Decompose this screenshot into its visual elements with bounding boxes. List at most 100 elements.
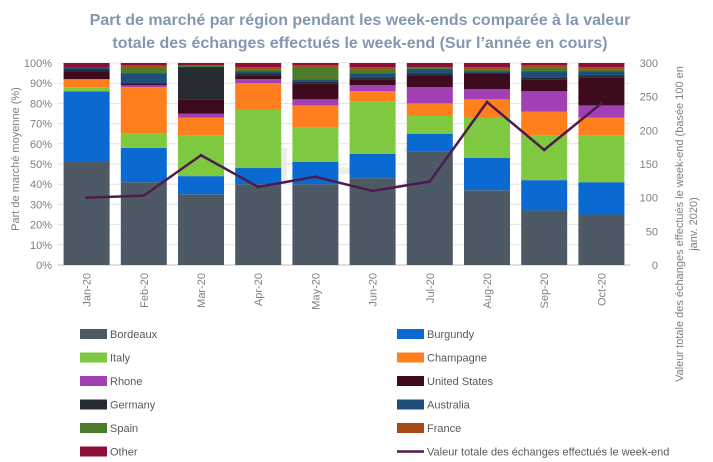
bar-spain bbox=[349, 69, 396, 74]
bar-france bbox=[578, 67, 625, 70]
bar-united-states bbox=[63, 71, 110, 80]
bar-bordeaux bbox=[178, 194, 224, 265]
bar-rhone bbox=[521, 91, 568, 112]
y-tick-label: 40% bbox=[30, 179, 52, 191]
bar-germany bbox=[63, 69, 110, 72]
y-tick-label: 80% bbox=[30, 98, 52, 110]
y2-axis-ticks: 0 50 100 150 200 250 300 bbox=[640, 58, 658, 272]
bar-bordeaux bbox=[521, 210, 568, 265]
bar-rhone bbox=[292, 99, 339, 106]
bar-spain bbox=[120, 67, 167, 74]
legend-label: United States bbox=[427, 376, 494, 388]
bar-italy bbox=[578, 135, 625, 183]
bar-burgundy bbox=[63, 91, 110, 162]
bar-bordeaux bbox=[292, 184, 339, 265]
bars bbox=[63, 63, 625, 265]
line-point bbox=[371, 189, 375, 193]
legend-swatch-germany bbox=[80, 399, 107, 410]
bar-united-states bbox=[235, 75, 282, 80]
bar-bordeaux bbox=[578, 214, 625, 265]
legend-label: Rhone bbox=[110, 376, 142, 388]
line-point bbox=[313, 175, 317, 179]
bar-other bbox=[521, 63, 568, 66]
bar-france bbox=[521, 65, 568, 68]
legend-label: Bordeaux bbox=[110, 329, 158, 341]
bar-other bbox=[349, 63, 396, 68]
bar-italy bbox=[292, 127, 339, 162]
bar-france bbox=[120, 65, 167, 68]
legend-swatch-france bbox=[397, 423, 424, 433]
bar-burgundy bbox=[349, 153, 396, 179]
y-tick-label: 60% bbox=[30, 139, 52, 151]
bar-italy bbox=[406, 115, 453, 134]
legend: Bordeaux Burgundy Italy Champagne Rhone Unite… bbox=[80, 329, 669, 459]
bar-united-states bbox=[178, 99, 224, 114]
legend-label: Germany bbox=[110, 400, 156, 412]
bar-burgundy bbox=[120, 147, 167, 183]
legend-label: Burgundy bbox=[427, 329, 475, 341]
bar-other bbox=[235, 63, 282, 68]
line-point bbox=[428, 180, 432, 184]
bar-italy bbox=[349, 101, 396, 154]
y-tick-label: 50% bbox=[30, 159, 52, 171]
legend-swatch-burgundy bbox=[397, 329, 424, 339]
legend-label: Champagne bbox=[427, 353, 487, 365]
bar-italy bbox=[120, 133, 167, 148]
bar-bordeaux bbox=[235, 184, 282, 265]
y-tick-label: 20% bbox=[30, 220, 52, 232]
bar-burgundy bbox=[521, 180, 568, 211]
line-point bbox=[542, 148, 546, 152]
bar-champagne bbox=[292, 105, 339, 128]
y-tick-label: 10% bbox=[30, 240, 52, 252]
legend-swatch-champagne bbox=[397, 352, 424, 363]
legend-swatch-australia bbox=[397, 399, 424, 410]
bar-other bbox=[63, 63, 110, 68]
bar-other bbox=[578, 63, 625, 68]
bar-champagne bbox=[120, 87, 167, 134]
bar-champagne bbox=[521, 111, 568, 136]
bar-spain bbox=[178, 65, 224, 68]
bar-united-states bbox=[406, 75, 453, 88]
y2-tick-label: 150 bbox=[640, 159, 658, 171]
x-tick-label: Mar-20 bbox=[196, 273, 208, 308]
x-tick-label: Jan-20 bbox=[82, 273, 94, 307]
legend-label: Spain bbox=[110, 423, 138, 435]
bar-france bbox=[349, 67, 396, 70]
bar-australia bbox=[578, 71, 625, 76]
bar-rhone bbox=[178, 113, 224, 118]
x-tick-label: Jul-20 bbox=[425, 273, 437, 303]
y2-axis-title-line-2: janv. 2020) bbox=[688, 197, 700, 252]
bar-spain bbox=[292, 67, 339, 80]
bar-australia bbox=[349, 73, 396, 78]
bar-rhone bbox=[349, 85, 396, 92]
x-tick-label: Jun-20 bbox=[368, 273, 380, 307]
bar-australia bbox=[63, 67, 110, 70]
bar-champagne bbox=[578, 117, 625, 136]
y2-tick-label: 250 bbox=[640, 92, 658, 104]
bar-burgundy bbox=[578, 182, 625, 215]
bar-united-states bbox=[349, 79, 396, 86]
line-point bbox=[142, 194, 146, 198]
bar-burgundy bbox=[178, 176, 224, 195]
bar-australia bbox=[521, 71, 568, 78]
bar-rhone bbox=[235, 79, 282, 84]
bar-germany bbox=[578, 75, 625, 78]
y-axis-ticks: 0% 10% 20% 30% 40% 50% 60% 70% 80% 90% 100% bbox=[24, 58, 52, 272]
bar-france bbox=[464, 67, 510, 70]
y2-tick-label: 50 bbox=[646, 226, 658, 238]
y-tick-label: 30% bbox=[30, 199, 52, 211]
bar-champagne bbox=[63, 79, 110, 88]
line-point bbox=[85, 196, 89, 200]
legend-swatch-spain bbox=[80, 423, 107, 433]
bar-germany bbox=[178, 67, 224, 100]
line-point bbox=[256, 185, 260, 189]
legend-label: Valeur totale des échanges effectués le … bbox=[427, 447, 669, 459]
legend-label: Italy bbox=[110, 353, 131, 365]
bar-bordeaux bbox=[464, 190, 510, 265]
bar-france bbox=[235, 67, 282, 70]
bar-italy bbox=[521, 135, 568, 181]
x-tick-label: Feb-20 bbox=[139, 273, 151, 308]
legend-swatch-bordeaux bbox=[80, 329, 107, 339]
bar-rhone bbox=[120, 85, 167, 88]
